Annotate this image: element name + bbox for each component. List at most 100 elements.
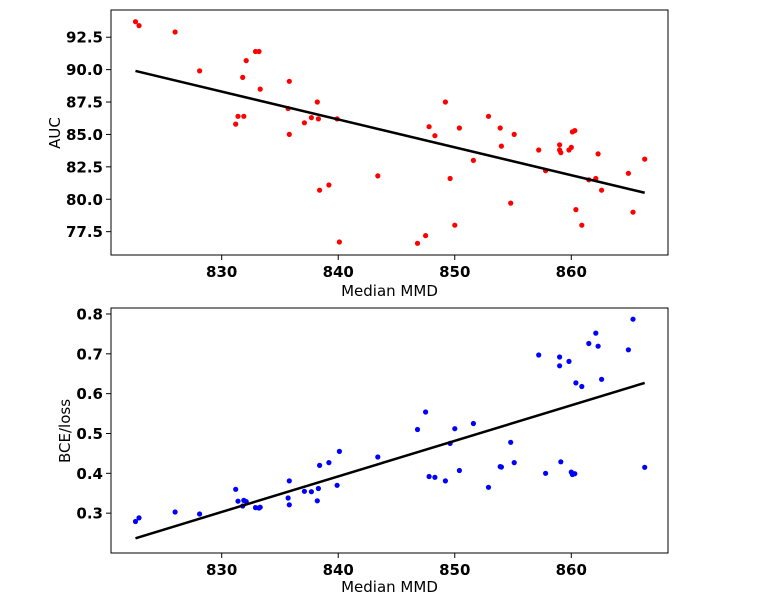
- bce-point-16: [308, 489, 314, 495]
- auc-point-14: [286, 131, 292, 137]
- auc-x-ticks: 830 840 850 860: [206, 255, 587, 281]
- auc-point-30: [452, 222, 458, 228]
- bce-x-tick-label-3: 860: [556, 561, 587, 579]
- bce-x-ticks: 830 840 850 860: [206, 553, 587, 579]
- auc-y-axis-label: AUC: [46, 117, 64, 149]
- bce-point-37: [511, 460, 517, 466]
- auc-point-46: [572, 128, 578, 134]
- auc-point-17: [314, 99, 320, 105]
- bce-point-13: [286, 478, 292, 484]
- bce-point-52: [599, 376, 605, 382]
- bce-point-35: [498, 464, 504, 470]
- auc-point-54: [630, 209, 636, 215]
- bce-point-31: [456, 467, 462, 474]
- bce-point-32: [470, 420, 476, 427]
- bce-point-2: [172, 509, 178, 515]
- bce-points: [132, 316, 648, 525]
- bce-point-5: [235, 498, 241, 504]
- auc-point-11: [257, 86, 263, 92]
- bce-y-ticks: 0.3 0.4 0.5 0.6 0.7 0.8: [76, 305, 111, 523]
- auc-x-tick-label-0: 830: [206, 263, 237, 281]
- auc-point-0: [132, 19, 139, 25]
- auc-fit-line: [135, 69, 645, 194]
- bce-point-27: [432, 474, 438, 480]
- auc-point-5: [235, 113, 241, 119]
- auc-plot-frame: [110, 9, 669, 256]
- auc-point-53: [625, 170, 632, 176]
- bce-point-21: [334, 482, 340, 488]
- auc-point-13: [286, 78, 292, 84]
- auc-x-tick-label-1: 840: [323, 263, 354, 281]
- bce-point-46: [572, 471, 578, 477]
- bce-point-17: [314, 498, 320, 504]
- auc-point-33: [485, 113, 492, 119]
- bce-point-22: [336, 448, 342, 454]
- bce-point-55: [642, 464, 648, 470]
- auc-y-tick-label-3: 85.0: [66, 126, 103, 144]
- auc-point-34: [497, 125, 503, 131]
- auc-point-22: [336, 239, 342, 245]
- auc-x-axis-label: Median MMD: [341, 282, 438, 300]
- auc-points: [132, 19, 648, 246]
- bce-y-tick-label-3: 0.6: [76, 385, 103, 403]
- auc-point-1: [136, 23, 142, 29]
- bce-point-4: [233, 486, 239, 492]
- auc-y-tick-label-1: 80.0: [66, 191, 103, 209]
- auc-y-ticks: 77.5 80.0 82.5 85.0 87.5 90.0 92.5: [66, 29, 111, 241]
- bce-point-12: [285, 495, 291, 501]
- bce-point-53: [625, 347, 632, 353]
- auc-point-31: [456, 125, 462, 131]
- bce-point-11: [257, 504, 263, 510]
- bce-point-43: [566, 358, 572, 364]
- auc-point-44: [568, 144, 574, 150]
- auc-point-26: [426, 124, 432, 130]
- bce-point-40: [557, 354, 563, 360]
- bce-point-15: [301, 488, 307, 494]
- auc-point-7: [241, 113, 247, 119]
- auc-point-15: [301, 120, 307, 126]
- auc-point-42: [558, 150, 564, 156]
- bce-plot-frame: [110, 307, 669, 554]
- bce-point-28: [442, 478, 448, 484]
- bce-point-50: [593, 330, 599, 336]
- bce-point-26: [426, 473, 432, 480]
- bce-y-tick-label-5: 0.8: [76, 305, 103, 323]
- auc-point-28: [442, 99, 448, 105]
- auc-y-tick-label-5: 90.0: [66, 61, 103, 79]
- bce-y-tick-label-1: 0.4: [76, 465, 103, 483]
- auc-point-2: [172, 29, 178, 35]
- bce-x-tick-label-2: 850: [439, 561, 470, 579]
- bce-point-39: [543, 470, 549, 476]
- auc-point-35: [498, 143, 504, 149]
- bce-point-54: [630, 316, 636, 322]
- auc-point-3: [197, 68, 203, 74]
- bce-y-tick-label-4: 0.7: [76, 345, 103, 363]
- auc-point-27: [432, 133, 438, 139]
- bce-point-1: [136, 515, 142, 521]
- bce-point-20: [326, 460, 332, 466]
- bce-point-38: [536, 352, 542, 358]
- bce-point-41: [557, 363, 563, 369]
- auc-point-40: [557, 142, 563, 148]
- auc-chart: 830 840 850 860 77.5 80.0 82.5 85.0 87.5 90.0 92.…: [46, 9, 669, 300]
- bce-point-42: [558, 459, 564, 465]
- auc-point-47: [573, 207, 579, 213]
- auc-y-tick-label-2: 82.5: [66, 158, 103, 176]
- auc-point-6: [240, 74, 246, 80]
- bce-fit-line: [135, 381, 646, 540]
- auc-point-32: [470, 157, 476, 163]
- auc-y-tick-label-4: 87.5: [66, 94, 103, 112]
- bce-point-33: [485, 484, 492, 490]
- bce-point-23: [375, 454, 381, 460]
- bce-chart: 830 840 850 860 0.3 0.4 0.5 0.6 0.7 0.8 Median M…: [56, 305, 669, 596]
- bce-point-51: [595, 343, 601, 349]
- auc-point-25: [423, 233, 429, 239]
- bce-point-14: [286, 502, 292, 508]
- auc-y-tick-label-0: 77.5: [66, 223, 103, 241]
- bce-point-25: [423, 409, 429, 415]
- bce-point-47: [573, 380, 579, 386]
- auc-point-48: [579, 222, 585, 228]
- auc-point-19: [317, 187, 323, 193]
- auc-point-51: [595, 151, 601, 157]
